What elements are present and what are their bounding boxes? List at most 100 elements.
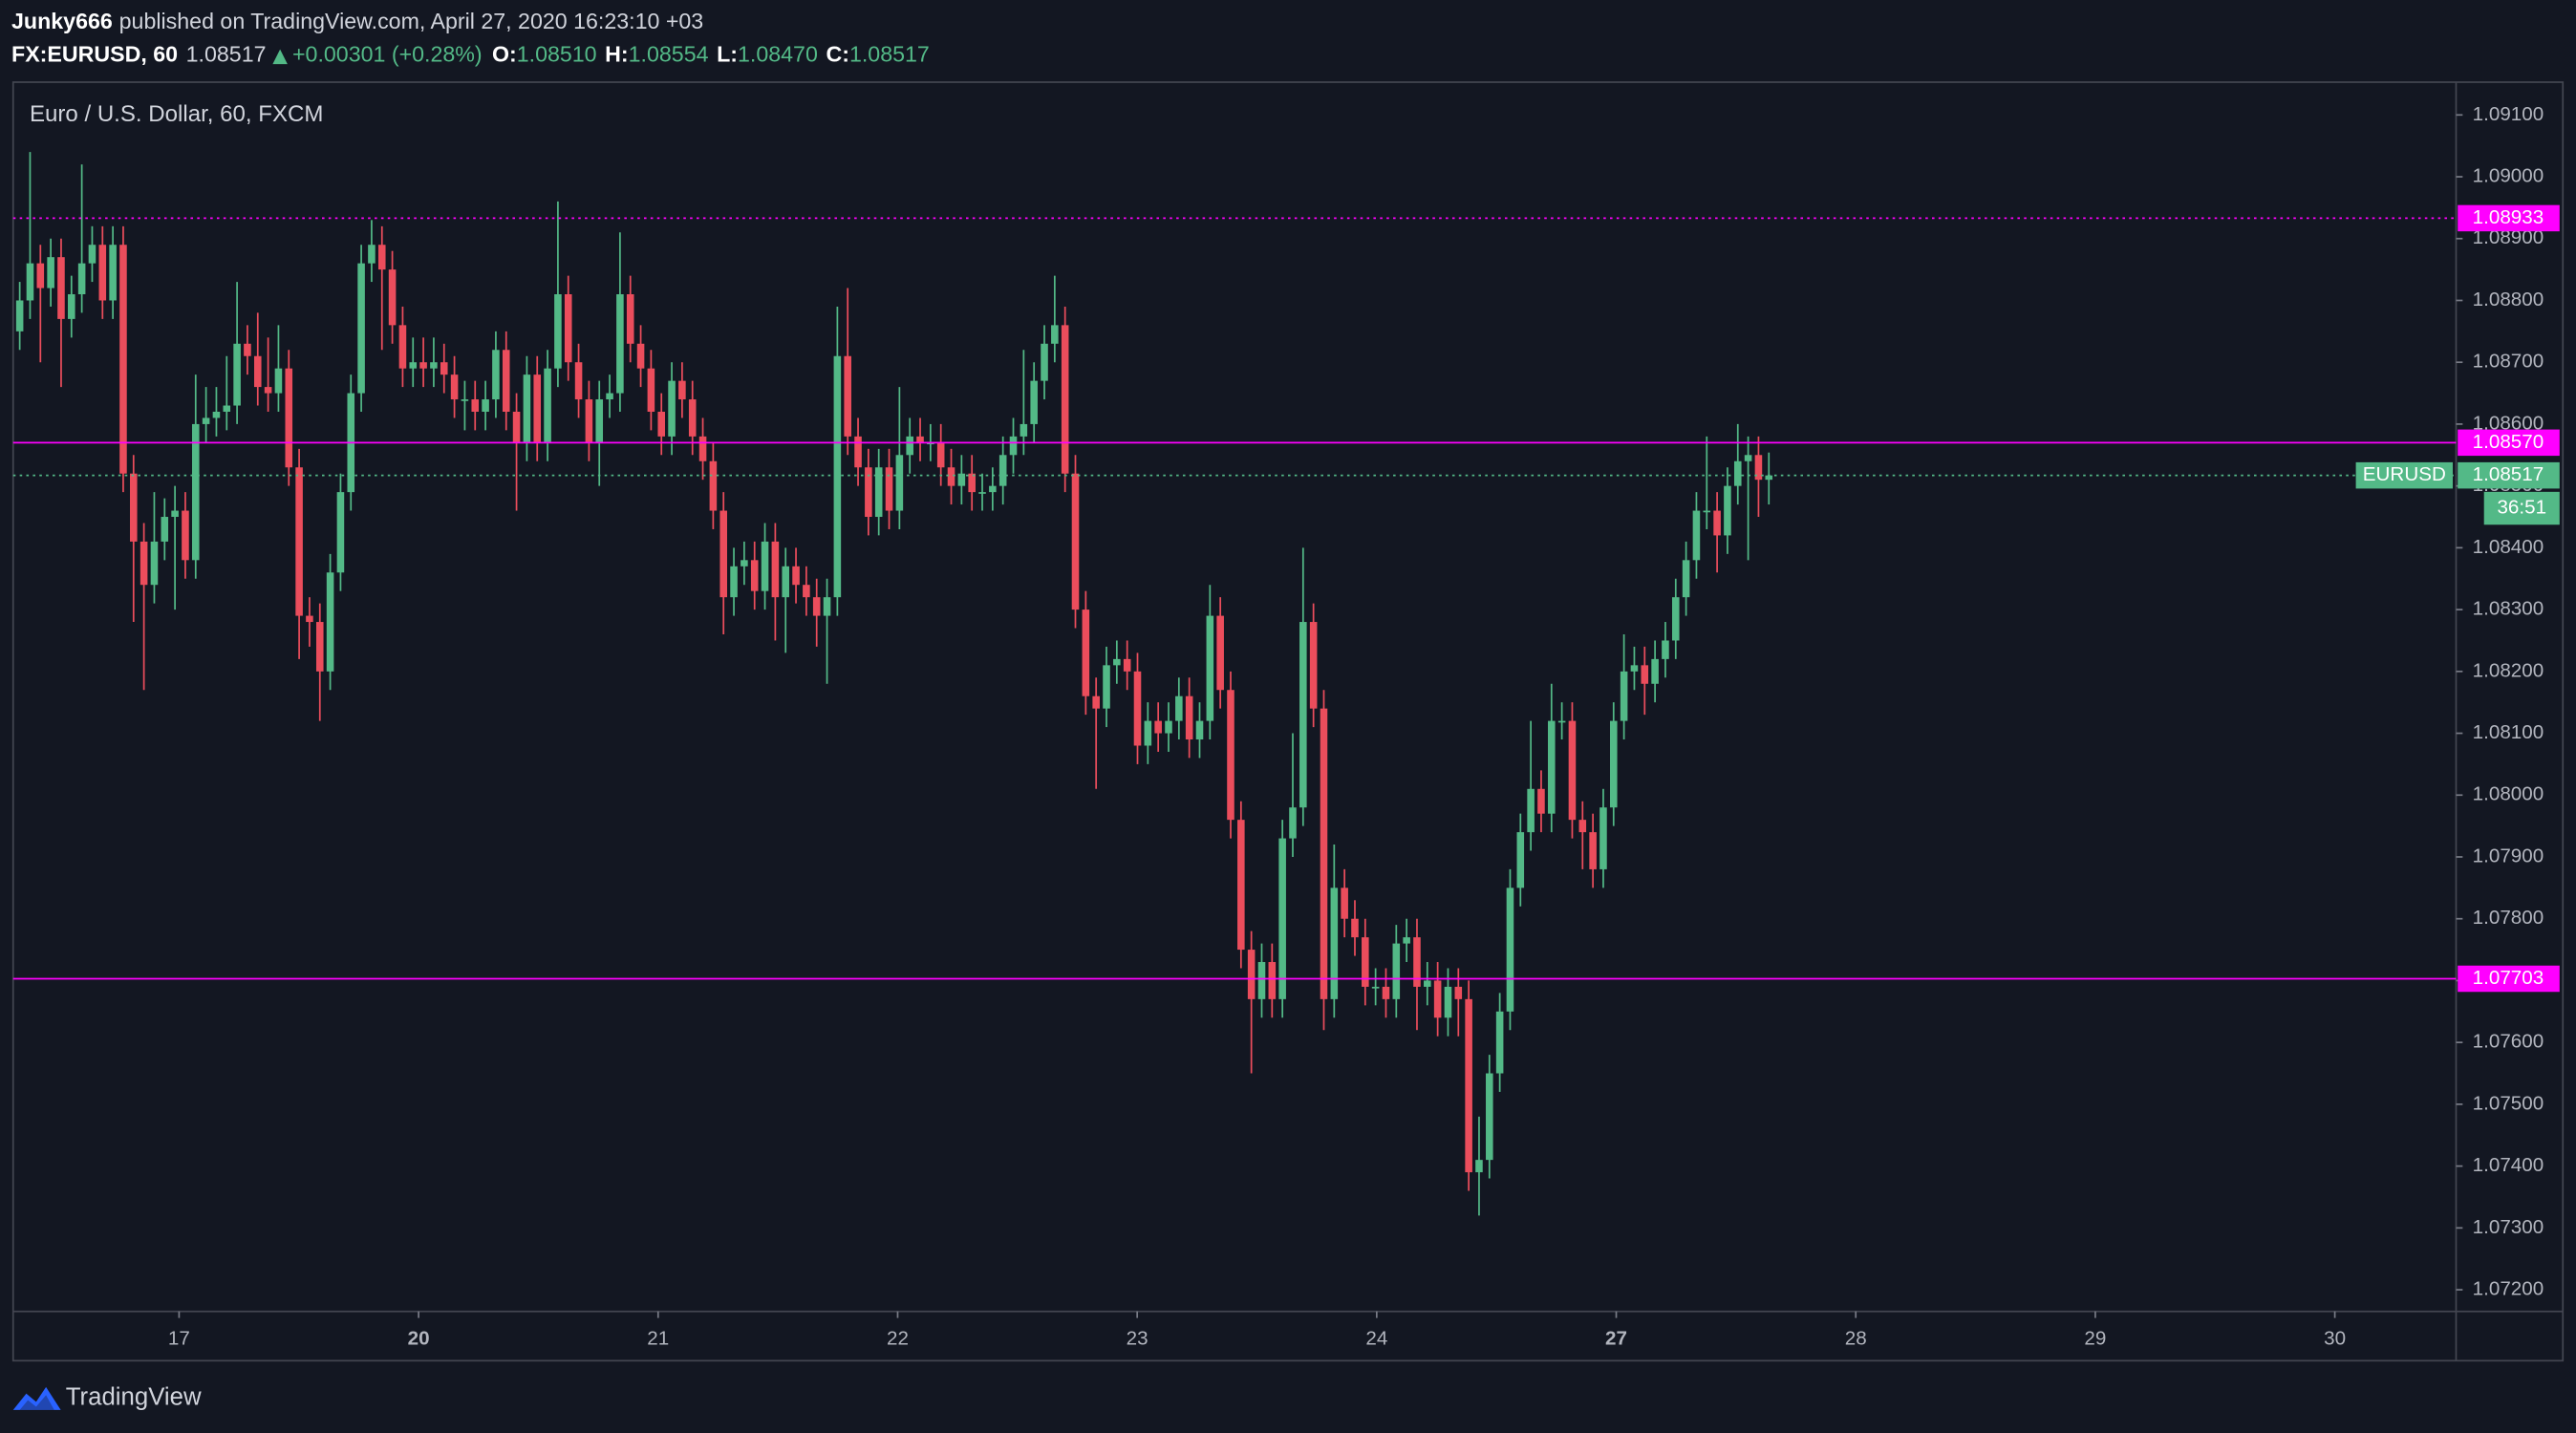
candle-body [978, 492, 986, 494]
candle-body [1454, 986, 1463, 999]
candle-body [409, 362, 418, 369]
candle-body [253, 355, 262, 388]
candle-body [419, 362, 427, 369]
y-tick-label: 1.07600 [2473, 1031, 2544, 1053]
candle-body [1548, 720, 1556, 814]
candle-body [244, 343, 251, 356]
y-tick-label: 1.07900 [2473, 845, 2544, 866]
y-tick-label: 1.08400 [2473, 536, 2544, 558]
logo-inner [19, 1395, 54, 1410]
publish-line: Junky666 published on TradingView.com, Ap… [11, 9, 703, 33]
candle-body [1578, 820, 1587, 833]
candle-body [719, 510, 728, 598]
candle-body [968, 473, 976, 493]
o-value: 1.08510 [517, 42, 597, 67]
y-tick-label: 1.08100 [2473, 721, 2544, 743]
candle-body [326, 572, 334, 672]
candle-body [750, 560, 759, 591]
published: published on TradingView.com, April 27, … [119, 9, 704, 33]
last-price-tag [2458, 461, 2560, 489]
candle-body [1692, 510, 1701, 561]
candle-body [668, 380, 676, 437]
y-tick-label: 1.07800 [2473, 907, 2544, 929]
candle-body [440, 362, 448, 375]
x-tick-label: 23 [1127, 1327, 1148, 1349]
price-tag-label: 1.08570 [2473, 431, 2544, 453]
candle-body [998, 455, 1007, 486]
candle-body [368, 245, 376, 264]
candle-body [585, 399, 593, 443]
candle-body [761, 541, 769, 591]
candle-body [1299, 622, 1307, 808]
candle-body [1351, 918, 1359, 938]
candle-body [709, 460, 718, 511]
candle-body [1154, 720, 1162, 734]
candle-body [15, 300, 24, 332]
last-price-label: 1.08517 [2473, 463, 2544, 485]
y-tick-label: 1.08600 [2473, 412, 2544, 434]
candle-body [388, 269, 397, 326]
candle-body [471, 399, 480, 412]
candle-body [833, 355, 842, 598]
c-label: C: [826, 42, 848, 67]
candle-body [1309, 622, 1318, 709]
candle-body [1216, 615, 1224, 691]
candle-body [564, 294, 572, 363]
candle-body [1268, 962, 1277, 999]
y-tick-label: 1.09000 [2473, 164, 2544, 186]
candle-body [1713, 510, 1721, 536]
candle-body [657, 411, 666, 437]
candle-body [782, 566, 789, 598]
candle-body [1413, 937, 1421, 987]
candle-body [554, 294, 562, 369]
candle-body [1475, 1160, 1483, 1173]
x-tick-label: 27 [1605, 1327, 1627, 1349]
candle-body [285, 368, 293, 468]
candle-body [274, 368, 283, 394]
y-tick-label: 1.09100 [2473, 103, 2544, 125]
candle-body [1465, 998, 1472, 1173]
logo-shape [12, 1386, 61, 1410]
candle-body [1754, 455, 1763, 481]
candle-body [1568, 720, 1577, 821]
candle-body [1341, 888, 1348, 919]
symbol: FX:EURUSD, 60 [11, 42, 178, 67]
price-tag [2458, 204, 2560, 232]
candle-body [482, 399, 489, 412]
candle-body [1671, 597, 1680, 641]
candle-body [1362, 937, 1369, 987]
candle-body [1113, 658, 1121, 666]
candle-body [771, 541, 780, 598]
symbol-tag-label: EURUSD [2363, 463, 2446, 485]
candle-body [306, 615, 313, 623]
candle-body [223, 405, 231, 412]
price-tag [2458, 965, 2560, 993]
candle-body [212, 411, 221, 418]
candle-body [1144, 720, 1152, 746]
candle-body [1020, 423, 1028, 437]
candle-body [1641, 665, 1649, 684]
candle-body [1071, 473, 1080, 610]
price-tag [2458, 429, 2560, 457]
candle-body [1557, 720, 1566, 723]
candle-body [202, 417, 210, 424]
l-value: 1.08470 [738, 42, 818, 67]
x-tick-label: 29 [2084, 1327, 2106, 1349]
candle-body [1175, 695, 1183, 721]
candle-body [1165, 720, 1172, 734]
y-tick-label: 1.07300 [2473, 1216, 2544, 1238]
candle-body [989, 485, 997, 493]
candle-body [1061, 325, 1069, 474]
candle-body [606, 393, 613, 400]
h-value: 1.08554 [629, 42, 709, 67]
candle-body [678, 380, 686, 400]
candle-body [636, 343, 645, 369]
candle-body [150, 541, 159, 586]
candle-body [936, 442, 945, 468]
candle-body [1009, 436, 1018, 456]
candle-body [1733, 460, 1742, 486]
candle-body [119, 245, 127, 474]
candle-body [295, 467, 303, 616]
candle-body [698, 436, 707, 461]
